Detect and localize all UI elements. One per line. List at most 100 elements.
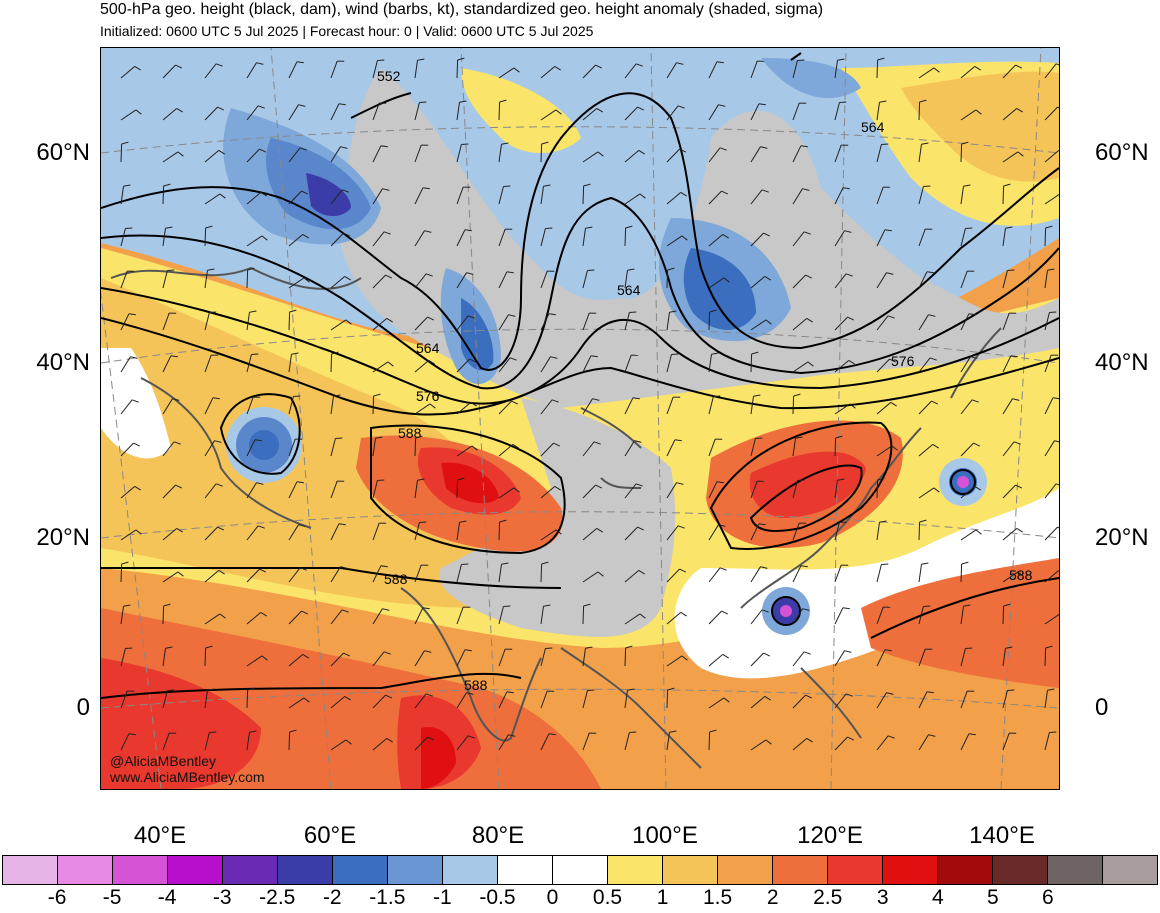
wind-barb-flag: [891, 445, 898, 451]
wind-barb-flag: [134, 65, 141, 71]
wind-barb-flag: [597, 151, 604, 157]
wind-barb: [1044, 227, 1047, 247]
wind-barb-flag: [165, 646, 173, 649]
wind-barb: [372, 274, 386, 289]
wind-barb: [876, 272, 887, 289]
colorbar-tick-label: 3: [876, 886, 889, 909]
wind-barb: [666, 235, 683, 247]
wind-barb-flag: [719, 147, 727, 151]
wind-barb-flag: [209, 311, 217, 313]
wind-barb: [330, 353, 333, 373]
wind-barb: [162, 108, 178, 121]
wind-barb: [1044, 270, 1048, 289]
wind-barb-flag: [257, 525, 265, 529]
contour-label: 588: [384, 571, 408, 587]
wind-barb: [330, 609, 343, 625]
colorbar-swatch: [3, 856, 58, 884]
wind-barb: [1002, 355, 1012, 373]
wind-barb-flag: [464, 229, 472, 232]
wind-barb-flag: [797, 479, 805, 481]
wind-barb-flag: [835, 435, 843, 439]
wind-barb: [834, 736, 848, 751]
wind-barb-flag: [551, 399, 559, 403]
wind-barb: [120, 186, 124, 205]
wind-barb: [414, 403, 431, 415]
wind-barb: [624, 63, 637, 79]
wind-barb-flag: [677, 105, 685, 109]
wind-barb-flag: [933, 487, 940, 493]
wind-barb: [1044, 397, 1054, 415]
wind-barb: [666, 689, 669, 709]
wind-barb: [708, 610, 722, 625]
wind-barb-flag: [422, 187, 430, 190]
wind-barb-flag: [511, 400, 519, 405]
wind-barb: [162, 64, 176, 79]
wind-barb: [162, 270, 168, 289]
wind-barb-flag: [417, 58, 425, 61]
wind-barb-flag: [121, 141, 129, 145]
wind-barb-flag: [121, 561, 129, 565]
wind-barb: [414, 564, 422, 583]
wind-barb: [834, 650, 845, 667]
wind-barb: [288, 438, 296, 457]
wind-barb: [582, 484, 596, 499]
wind-barb-flag: [881, 563, 889, 565]
wind-barb-flag: [508, 314, 516, 317]
wind-barb: [918, 144, 922, 163]
wind-barb: [204, 440, 215, 457]
wind-barb: [498, 314, 509, 331]
wind-barb-flag: [975, 529, 982, 535]
wind-barb: [498, 487, 515, 499]
wind-barb: [288, 311, 291, 331]
wind-barb-flag: [676, 482, 684, 485]
wind-barb: [204, 732, 210, 751]
wind-barb-flag: [261, 235, 268, 241]
wind-barb: [1002, 528, 1018, 541]
wind-barb-flag: [933, 67, 940, 73]
colorbar-tick-label: -6: [47, 886, 67, 909]
wind-barb-flag: [919, 519, 927, 523]
wind-barb-flag: [1012, 398, 1020, 401]
wind-barb-flag: [635, 483, 643, 487]
wind-barb-flag: [512, 443, 519, 449]
wind-barb: [498, 444, 514, 457]
wind-barb: [162, 312, 170, 331]
wind-barb: [288, 190, 302, 205]
wind-barb: [330, 438, 336, 457]
colorbar-tick-label: -1.5: [369, 886, 406, 909]
wind-barb-flag: [415, 435, 423, 439]
wind-barb: [456, 229, 466, 247]
wind-barb-flag: [844, 650, 852, 653]
wind-barb-flag: [501, 142, 509, 145]
wind-barb: [750, 353, 753, 373]
wind-barb: [1002, 398, 1013, 415]
wind-barb: [456, 445, 473, 457]
wind-barb-flag: [1010, 355, 1018, 358]
wind-barb-flag: [795, 436, 803, 439]
wind-barb: [792, 395, 795, 415]
wind-barb: [246, 396, 254, 415]
wind-barb: [1002, 228, 1006, 247]
wind-barb-flag: [845, 693, 853, 697]
anomaly-yellow-pocket-a: [461, 68, 581, 153]
wind-barb: [246, 312, 250, 331]
wind-barb-flag: [837, 478, 845, 481]
wind-barb: [372, 480, 378, 499]
wind-barb: [876, 186, 884, 205]
wind-barb-flag: [760, 566, 768, 569]
wind-barb: [582, 732, 590, 751]
wind-barb-flag: [340, 146, 348, 149]
wind-barb: [750, 566, 761, 583]
wind-barb-flag: [254, 439, 262, 442]
wind-barb-flag: [884, 229, 892, 232]
colorbar-swatch: [828, 856, 883, 884]
wind-barb: [246, 482, 257, 499]
wind-barb: [960, 186, 964, 205]
wind-barb-flag: [765, 739, 772, 745]
wind-barb-flag: [260, 191, 267, 197]
wind-barb-flag: [343, 652, 351, 657]
wind-barb: [708, 524, 719, 541]
wind-barb: [624, 732, 630, 751]
wind-barb: [750, 696, 766, 709]
lon-label-60e: 60°E: [303, 822, 357, 849]
